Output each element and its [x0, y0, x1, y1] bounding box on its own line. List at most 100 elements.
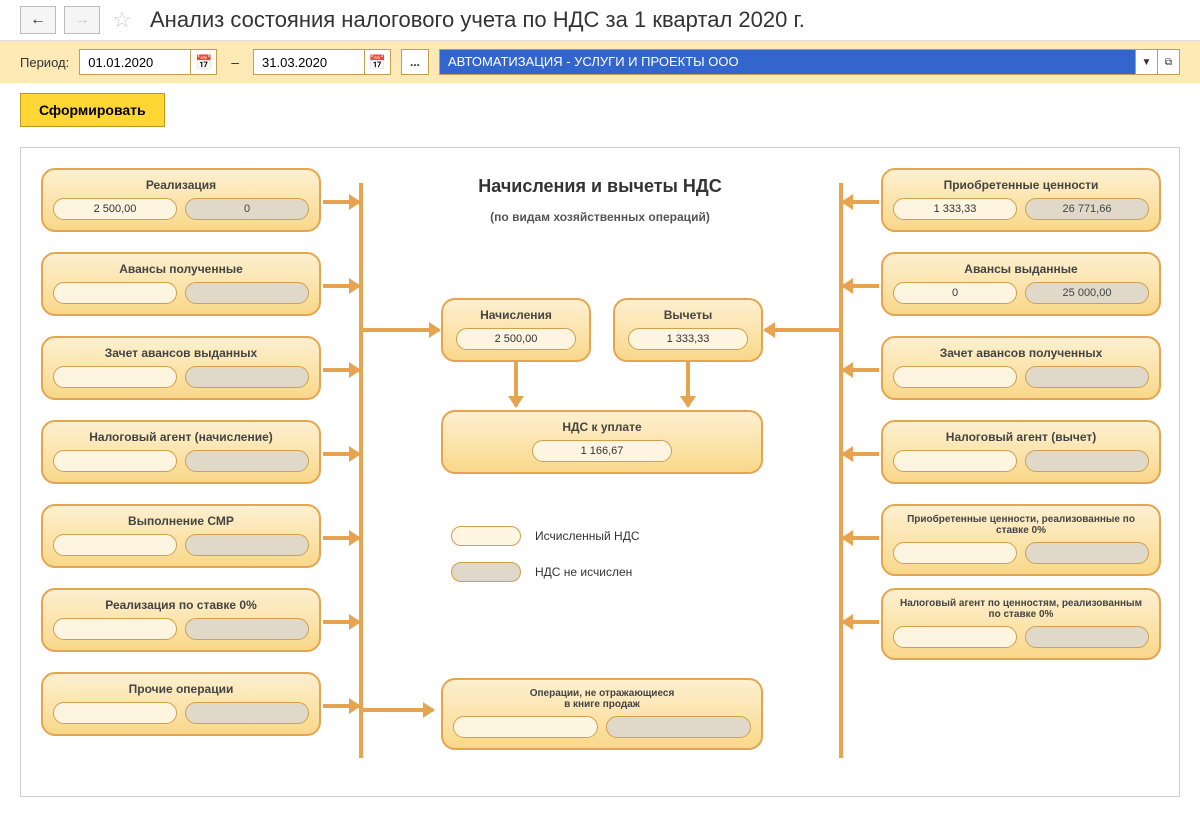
left-node-noncalc	[185, 366, 309, 388]
arrow-deductions-down	[686, 360, 690, 406]
left-node-3[interactable]: Налоговый агент (начисление)	[41, 420, 321, 484]
left-node-calc: 2 500,00	[53, 198, 177, 220]
left-node-title: Выполнение СМР	[53, 514, 309, 528]
left-node-4[interactable]: Выполнение СМР	[41, 504, 321, 568]
right-branch-3	[843, 452, 879, 456]
date-from-input[interactable]	[80, 50, 190, 74]
left-node-noncalc	[185, 702, 309, 724]
arrow-left-to-accruals	[363, 328, 439, 332]
left-node-title: Зачет авансов выданных	[53, 346, 309, 360]
right-branch-0	[843, 200, 879, 204]
excluded-ops-calc	[453, 716, 598, 738]
right-node-1[interactable]: Авансы выданные025 000,00	[881, 252, 1161, 316]
left-branch-0	[323, 200, 359, 204]
right-node-calc	[893, 450, 1017, 472]
left-node-calc	[53, 366, 177, 388]
left-node-title: Реализация	[53, 178, 309, 192]
legend-noncalc-label: НДС не исчислен	[535, 565, 632, 579]
accruals-node[interactable]: Начисления 2 500,00	[441, 298, 591, 362]
right-node-title: Приобретенные ценности, реализованные по…	[893, 514, 1149, 536]
report-canvas: Начисления и вычеты НДС (по видам хозяйс…	[20, 147, 1180, 797]
deductions-node[interactable]: Вычеты 1 333,33	[613, 298, 763, 362]
page-title: Анализ состояния налогового учета по НДС…	[150, 7, 805, 33]
left-branch-4	[323, 536, 359, 540]
calendar-icon[interactable]: 📅	[190, 50, 216, 74]
legend-calc-label: Исчисленный НДС	[535, 529, 640, 543]
right-branch-1	[843, 284, 879, 288]
generate-button[interactable]: Сформировать	[20, 93, 165, 127]
left-node-title: Авансы полученные	[53, 262, 309, 276]
right-node-4[interactable]: Приобретенные ценности, реализованные по…	[881, 504, 1161, 576]
left-branch-6	[323, 704, 359, 708]
legend-noncalc-swatch	[451, 562, 521, 582]
date-to-input[interactable]	[254, 50, 364, 74]
left-node-noncalc	[185, 534, 309, 556]
right-node-2[interactable]: Зачет авансов полученных	[881, 336, 1161, 400]
right-node-noncalc: 26 771,66	[1025, 198, 1149, 220]
left-node-noncalc	[185, 282, 309, 304]
arrow-accruals-down	[514, 360, 518, 406]
excluded-ops-title: Операции, не отражающиеся в книге продаж	[453, 688, 751, 710]
left-branch-2	[323, 368, 359, 372]
left-node-2[interactable]: Зачет авансов выданных	[41, 336, 321, 400]
vat-payable-value: 1 166,67	[532, 440, 672, 462]
left-node-noncalc: 0	[185, 198, 309, 220]
deductions-value: 1 333,33	[628, 328, 748, 350]
right-node-title: Зачет авансов полученных	[893, 346, 1149, 360]
chevron-down-icon[interactable]: ▼	[1135, 50, 1157, 74]
right-node-title: Приобретенные ценности	[893, 178, 1149, 192]
excluded-ops-node[interactable]: Операции, не отражающиеся в книге продаж	[441, 678, 763, 750]
left-node-5[interactable]: Реализация по ставке 0%	[41, 588, 321, 652]
right-node-title: Авансы выданные	[893, 262, 1149, 276]
report-title: Начисления и вычеты НДС	[478, 176, 721, 197]
left-node-0[interactable]: Реализация 2 500,00 0	[41, 168, 321, 232]
favorite-star-icon[interactable]: ☆	[108, 6, 136, 34]
right-node-noncalc	[1025, 542, 1149, 564]
left-node-noncalc	[185, 450, 309, 472]
right-node-calc	[893, 542, 1017, 564]
right-node-0[interactable]: Приобретенные ценности 1 333,33 26 771,66	[881, 168, 1161, 232]
right-branch-5	[843, 620, 879, 624]
arrow-right-to-deductions	[765, 328, 841, 332]
right-branch-4	[843, 536, 879, 540]
calendar-icon[interactable]: 📅	[364, 50, 390, 74]
nav-forward-button[interactable]: →	[64, 6, 100, 34]
right-node-calc: 1 333,33	[893, 198, 1017, 220]
nav-back-button[interactable]: ←	[20, 6, 56, 34]
left-node-noncalc	[185, 618, 309, 640]
right-node-calc	[893, 626, 1017, 648]
period-picker-button[interactable]: ...	[401, 49, 429, 75]
period-toolbar: Период: 📅 – 📅 ... АВТОМАТИЗАЦИЯ - УСЛУГИ…	[0, 41, 1200, 83]
left-node-1[interactable]: Авансы полученные	[41, 252, 321, 316]
right-trunk-line	[839, 183, 843, 758]
organization-select[interactable]: АВТОМАТИЗАЦИЯ - УСЛУГИ И ПРОЕКТЫ ООО ▼ ⧉	[439, 49, 1180, 75]
legend-calc-swatch	[451, 526, 521, 546]
left-node-calc	[53, 534, 177, 556]
open-external-icon[interactable]: ⧉	[1157, 50, 1179, 74]
left-node-6[interactable]: Прочие операции	[41, 672, 321, 736]
branch-to-excluded	[363, 708, 433, 712]
period-dash: –	[227, 54, 243, 70]
topbar: ← → ☆ Анализ состояния налогового учета …	[0, 0, 1200, 41]
deductions-title: Вычеты	[627, 308, 749, 322]
left-node-calc	[53, 450, 177, 472]
date-to-field[interactable]: 📅	[253, 49, 391, 75]
period-label: Период:	[20, 55, 69, 70]
left-node-calc	[53, 702, 177, 724]
legend-noncalc: НДС не исчислен	[451, 562, 632, 582]
excluded-ops-noncalc	[606, 716, 751, 738]
left-branch-1	[323, 284, 359, 288]
right-node-title: Налоговый агент по ценностям, реализован…	[893, 598, 1149, 620]
legend-calc: Исчисленный НДС	[451, 526, 640, 546]
right-node-5[interactable]: Налоговый агент по ценностям, реализован…	[881, 588, 1161, 660]
action-bar: Сформировать	[0, 83, 1200, 137]
right-node-noncalc	[1025, 366, 1149, 388]
vat-payable-node[interactable]: НДС к уплате 1 166,67	[441, 410, 763, 474]
left-trunk-line	[359, 183, 363, 758]
date-from-field[interactable]: 📅	[79, 49, 217, 75]
vat-payable-title: НДС к уплате	[455, 420, 749, 434]
left-node-title: Налоговый агент (начисление)	[53, 430, 309, 444]
left-node-calc	[53, 618, 177, 640]
right-node-3[interactable]: Налоговый агент (вычет)	[881, 420, 1161, 484]
left-node-title: Прочие операции	[53, 682, 309, 696]
